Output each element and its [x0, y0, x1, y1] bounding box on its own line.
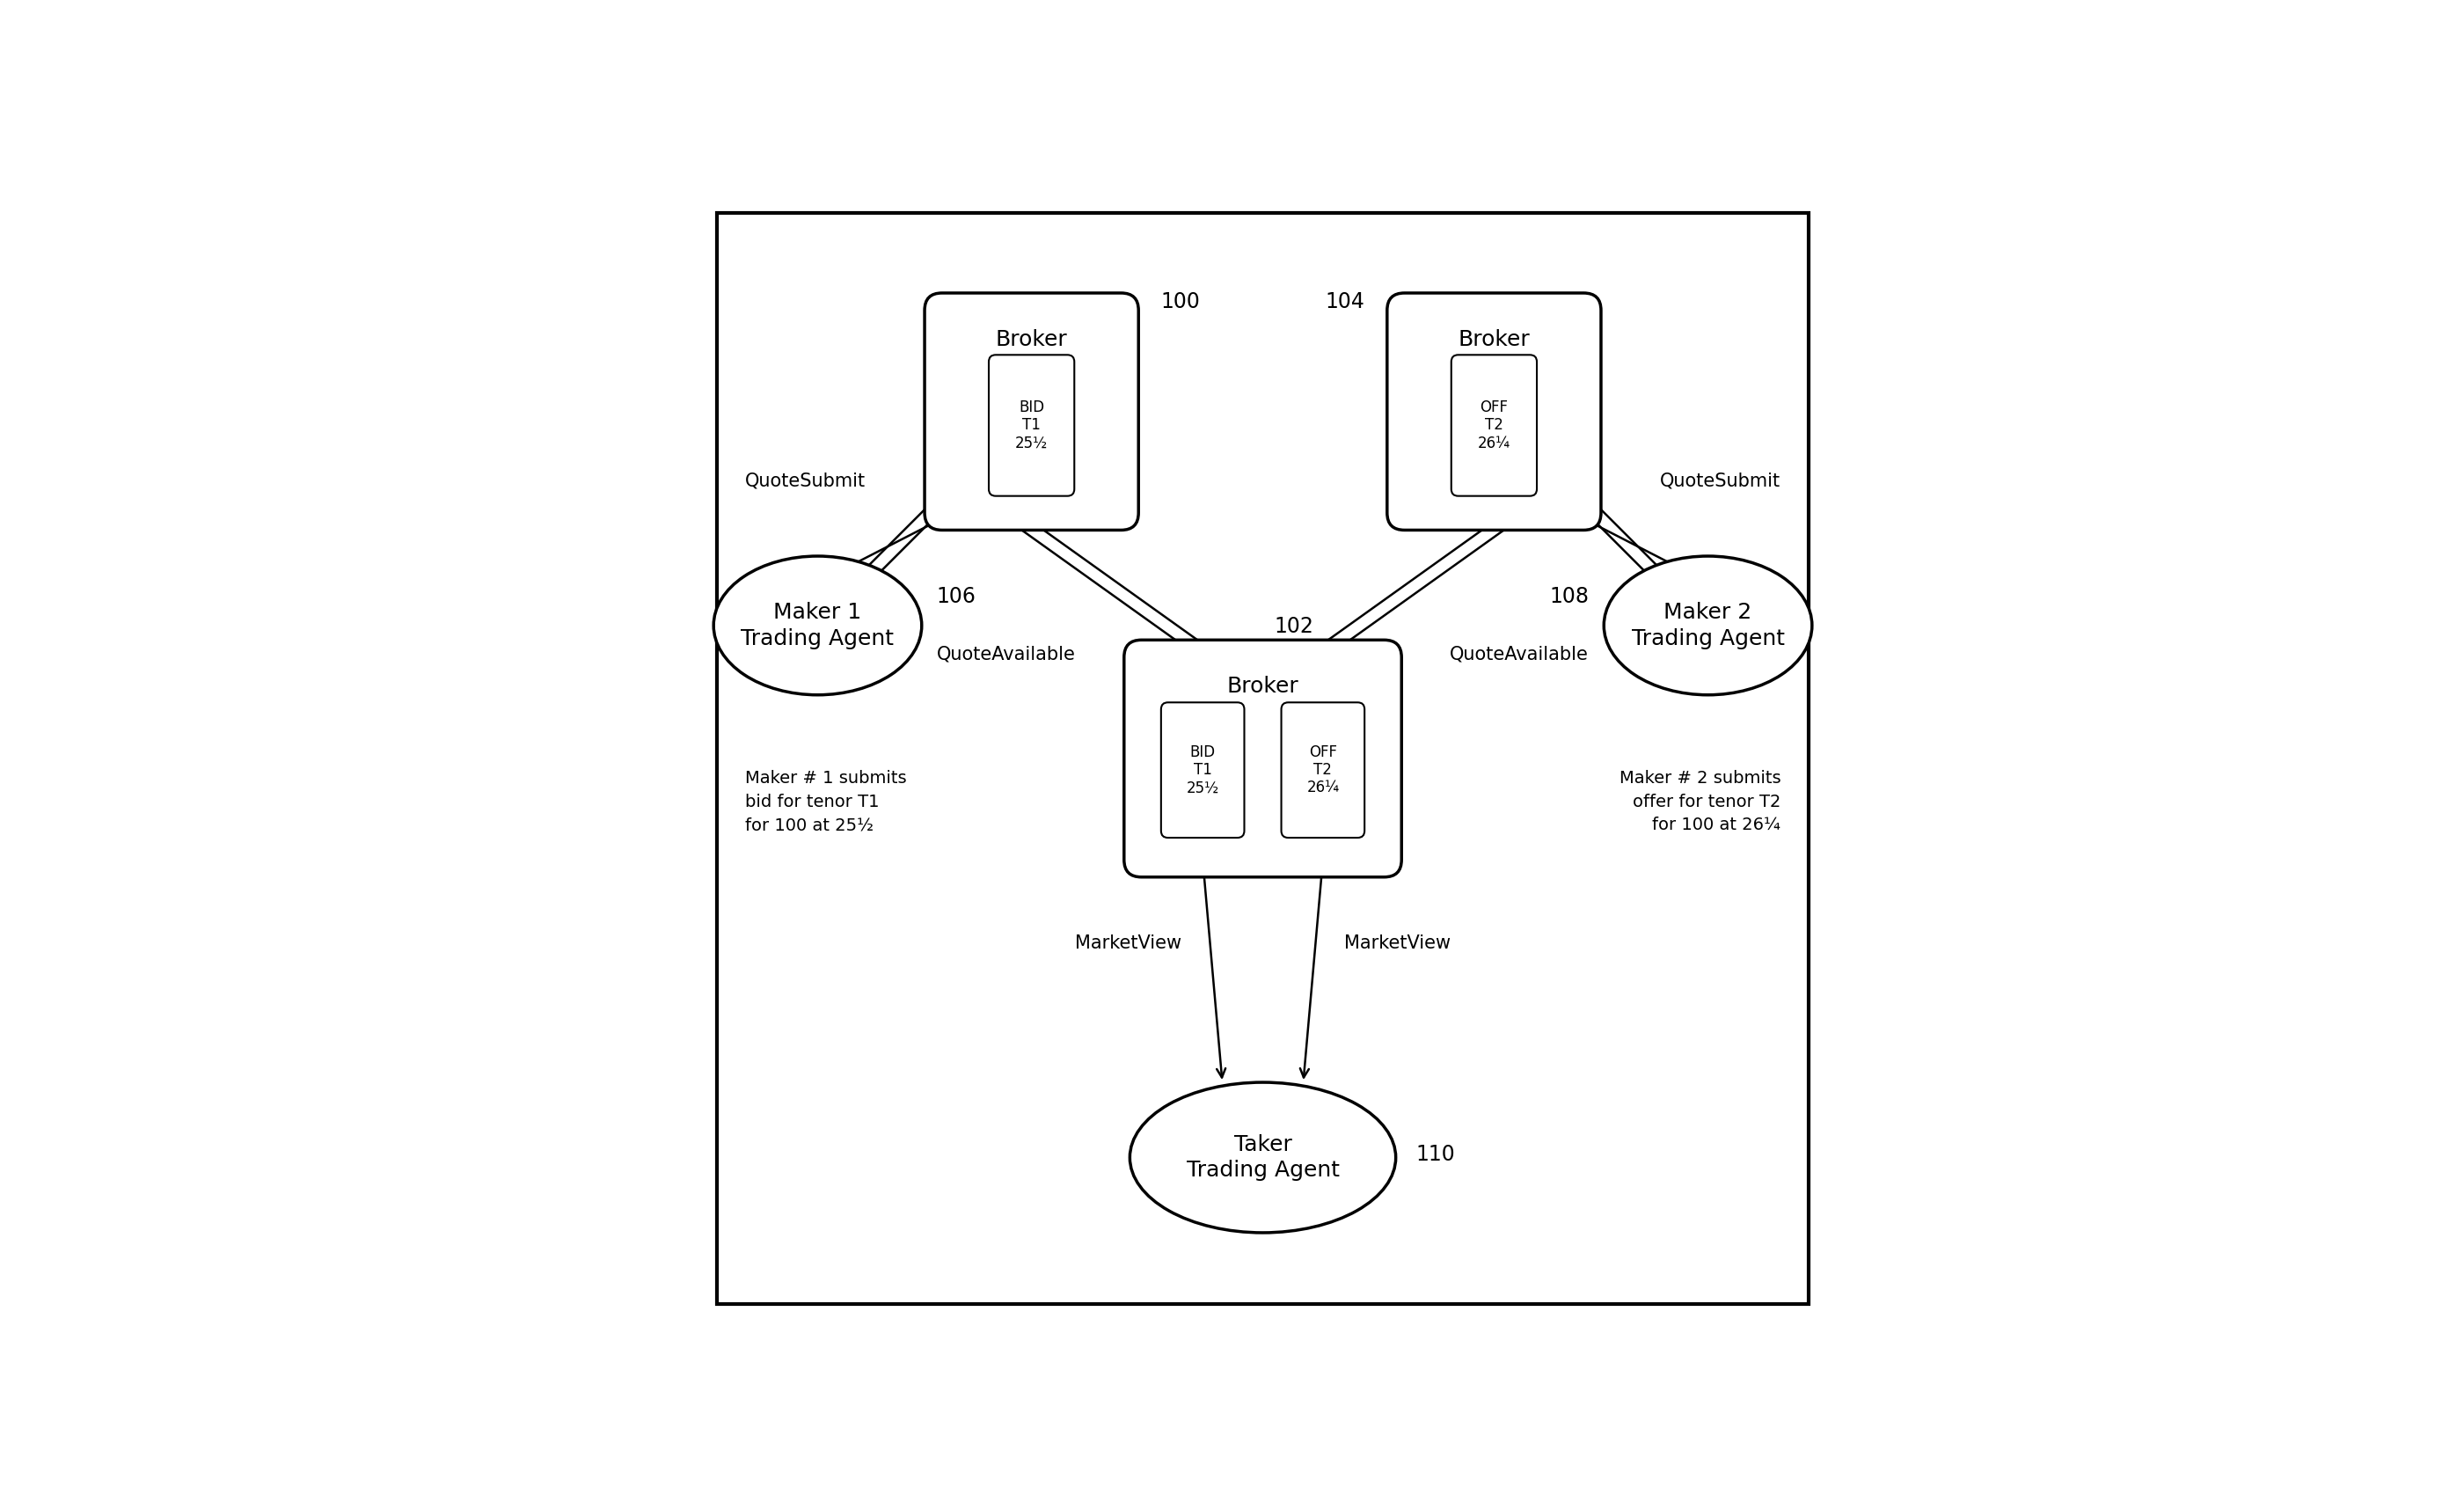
Text: Broker: Broker — [1459, 329, 1530, 350]
FancyBboxPatch shape — [717, 213, 1809, 1304]
Text: OFF
T2
26¼: OFF T2 26¼ — [1478, 400, 1510, 451]
Text: Broker: Broker — [1227, 676, 1299, 697]
Text: 110: 110 — [1414, 1143, 1454, 1164]
Text: 106: 106 — [936, 586, 976, 607]
Text: 102: 102 — [1274, 616, 1313, 637]
FancyBboxPatch shape — [924, 293, 1138, 530]
Text: OFF
T2
26¼: OFF T2 26¼ — [1306, 745, 1340, 796]
Text: Taker
Trading Agent: Taker Trading Agent — [1185, 1134, 1340, 1181]
Text: QuoteSubmit: QuoteSubmit — [1661, 472, 1781, 490]
Text: BID
T1
25½: BID T1 25½ — [1015, 400, 1047, 451]
Text: Maker # 1 submits
bid for tenor T1
for 100 at 25½: Maker # 1 submits bid for tenor T1 for 1… — [744, 771, 907, 834]
Text: MarketView: MarketView — [1074, 934, 1183, 952]
Ellipse shape — [1604, 556, 1811, 695]
Text: 100: 100 — [1161, 291, 1200, 312]
Text: QuoteSubmit: QuoteSubmit — [744, 472, 865, 490]
Text: QuoteAvailable: QuoteAvailable — [1449, 646, 1589, 662]
FancyBboxPatch shape — [1387, 293, 1602, 530]
FancyBboxPatch shape — [1124, 640, 1402, 877]
FancyBboxPatch shape — [1281, 703, 1365, 838]
Text: 104: 104 — [1326, 291, 1365, 312]
Text: MarketView: MarketView — [1343, 934, 1451, 952]
FancyBboxPatch shape — [988, 354, 1074, 496]
FancyBboxPatch shape — [1451, 354, 1538, 496]
Text: BID
T1
25½: BID T1 25½ — [1185, 745, 1220, 796]
Text: Broker: Broker — [995, 329, 1067, 350]
Text: 108: 108 — [1550, 586, 1589, 607]
Ellipse shape — [715, 556, 922, 695]
Text: Maker # 2 submits
offer for tenor T2
for 100 at 26¼: Maker # 2 submits offer for tenor T2 for… — [1619, 771, 1781, 834]
Text: Maker 1
Trading Agent: Maker 1 Trading Agent — [742, 602, 894, 649]
Text: Maker 2
Trading Agent: Maker 2 Trading Agent — [1631, 602, 1784, 649]
FancyBboxPatch shape — [1161, 703, 1244, 838]
Ellipse shape — [1131, 1083, 1395, 1233]
Text: QuoteAvailable: QuoteAvailable — [936, 646, 1077, 662]
